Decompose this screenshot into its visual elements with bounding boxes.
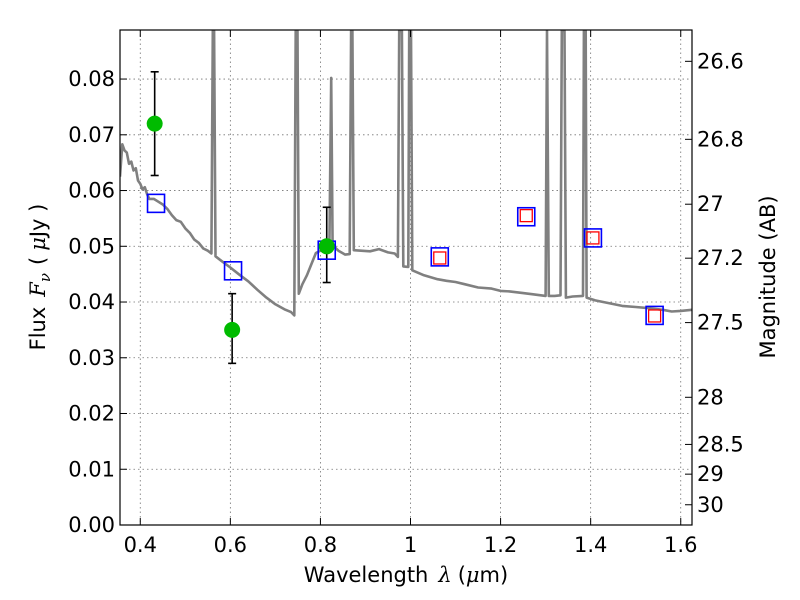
magnitude-tick-label: 28 — [697, 385, 724, 409]
observed-flux-point — [224, 321, 241, 338]
y-tick-label: 0.05 — [68, 234, 115, 258]
y-axis-ticks: 0.00 0.01 0.02 0.03 0.04 0.05 0.06 0.07 0.08 — [68, 67, 127, 537]
y-tick-label: 0.08 — [68, 67, 115, 91]
model-flux-red-square — [519, 208, 533, 223]
x-axis-ticks: 0.4 0.6 0.8 1 1.2 1.4 1.6 — [124, 30, 697, 557]
magnitude-tick-label: 27.5 — [697, 311, 744, 335]
model-flux-red-square — [433, 251, 447, 265]
observed-flux-point — [146, 115, 163, 132]
sed-model-line — [120, 30, 692, 317]
magnitude-tick-label: 30 — [697, 493, 724, 517]
y-tick-label: 0.01 — [68, 457, 115, 481]
y-tick-label: 0.07 — [68, 123, 115, 147]
model-flux-blue-square — [645, 305, 664, 326]
model-flux-blue-square — [146, 193, 166, 214]
x-tick-label: 1.4 — [574, 533, 607, 557]
sed-model-layer — [120, 30, 692, 317]
x-tick-label: 1.6 — [664, 533, 697, 557]
magnitude-tick-label: 26.6 — [697, 49, 744, 73]
x-tick-label: 1 — [404, 533, 417, 557]
y-tick-label: 0.02 — [68, 402, 115, 426]
magnitude-axis-ticks: 26.6 26.8 27 27.2 27.5 28 28.5 29 30 — [685, 49, 744, 517]
model-flux-blue-square — [223, 261, 243, 281]
model-flux-red-square — [647, 309, 662, 323]
y-tick-label: 0.06 — [68, 179, 115, 203]
x-tick-label: 0.6 — [214, 533, 247, 557]
model-flux-blue-square — [583, 228, 603, 248]
x-axis-label: Wavelength λ (μm) — [304, 563, 508, 587]
photometry-layer — [146, 71, 664, 365]
plot-frame — [119, 29, 693, 526]
y-tick-label: 0.00 — [68, 513, 115, 537]
model-flux-red-square — [586, 231, 600, 245]
magnitude-tick-label: 28.5 — [697, 432, 744, 456]
x-tick-label: 1.2 — [484, 533, 517, 557]
magnitude-tick-label: 27.2 — [697, 246, 744, 270]
y-tick-label: 0.03 — [68, 346, 115, 370]
magnitude-tick-label: 27 — [697, 192, 724, 216]
model-flux-blue-square — [516, 206, 536, 227]
x-tick-label: 0.8 — [304, 533, 337, 557]
y-tick-label: 0.04 — [68, 290, 115, 314]
x-tick-label: 0.4 — [124, 533, 157, 557]
magnitude-tick-label: 26.8 — [697, 127, 744, 151]
magnitude-tick-label: 29 — [697, 462, 724, 486]
magnitude-axis-label: Magnitude (AB) — [756, 195, 780, 358]
y-axis-label: FluxFν(μJy ) — [26, 204, 54, 351]
observed-flux-point — [318, 238, 335, 255]
model-flux-blue-square — [430, 247, 450, 267]
grid — [120, 30, 692, 525]
